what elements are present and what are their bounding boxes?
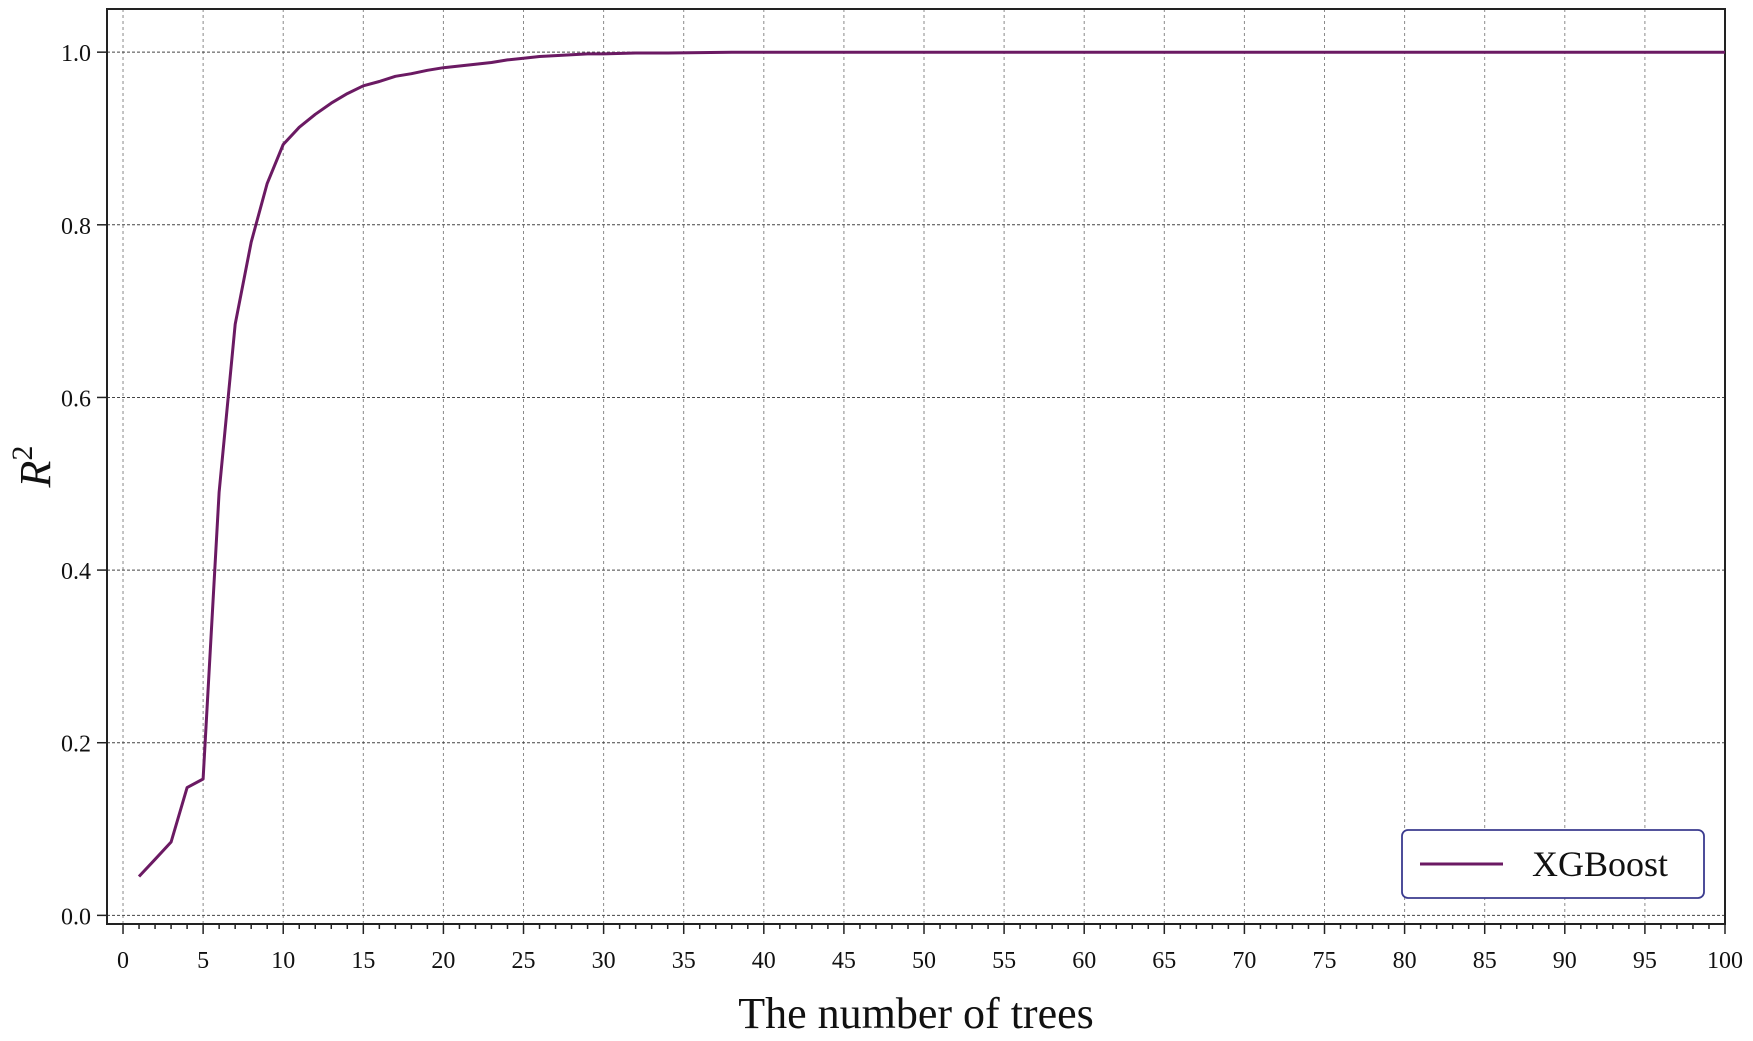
x-tick-label: 100: [1707, 948, 1743, 974]
y-tick-label: 0.2: [61, 732, 91, 758]
y-tick-label: 1.0: [61, 41, 91, 67]
x-tick-label: 5: [197, 948, 209, 974]
y-axis-title-base: R: [11, 460, 60, 488]
y-tick-label: 0.8: [61, 214, 91, 240]
x-tick-label: 25: [512, 948, 536, 974]
legend-label-xgboost: XGBoost: [1532, 844, 1668, 884]
x-axis-title: The number of trees: [738, 989, 1094, 1038]
series-line-xgboost: [137, 50, 1725, 878]
y-tick-label: 0.6: [61, 386, 91, 412]
x-tick-label: 10: [271, 948, 295, 974]
x-tick-label: 55: [992, 948, 1016, 974]
y-axis-title: R2: [6, 446, 60, 489]
x-tick-label: 15: [351, 948, 375, 974]
x-tick-label: 85: [1473, 948, 1497, 974]
legend-box: [1401, 829, 1705, 899]
x-tick-label: 45: [832, 948, 856, 974]
y-tick-label: 0.0: [61, 904, 91, 930]
series-lines: [137, 50, 1725, 878]
x-tick-label: 50: [912, 948, 936, 974]
y-tick-label: 0.4: [61, 559, 91, 585]
x-tick-label: 75: [1313, 948, 1337, 974]
x-tick-label: 60: [1072, 948, 1096, 974]
legend: XGBoost: [1401, 829, 1705, 899]
x-tick-label: 95: [1633, 948, 1657, 974]
x-tick-label: 80: [1393, 948, 1417, 974]
x-tick-label: 20: [431, 948, 455, 974]
x-tick-label: 30: [592, 948, 616, 974]
x-tick-label: 70: [1232, 948, 1256, 974]
y-axis-title-superscript: 2: [6, 446, 39, 461]
x-tick-label: 0: [117, 948, 129, 974]
grid: [107, 9, 1726, 924]
x-tick-label: 35: [672, 948, 696, 974]
plot-area-frame: [106, 8, 1726, 925]
x-tick-label: 90: [1553, 948, 1577, 974]
x-tick-label: 65: [1152, 948, 1176, 974]
x-tick-label: 40: [752, 948, 776, 974]
axis-ticks: 0 5 10 15 20 25 30 35 40 45 50 55 60 65 70 75 80 85 90 95 10…: [61, 41, 1743, 974]
